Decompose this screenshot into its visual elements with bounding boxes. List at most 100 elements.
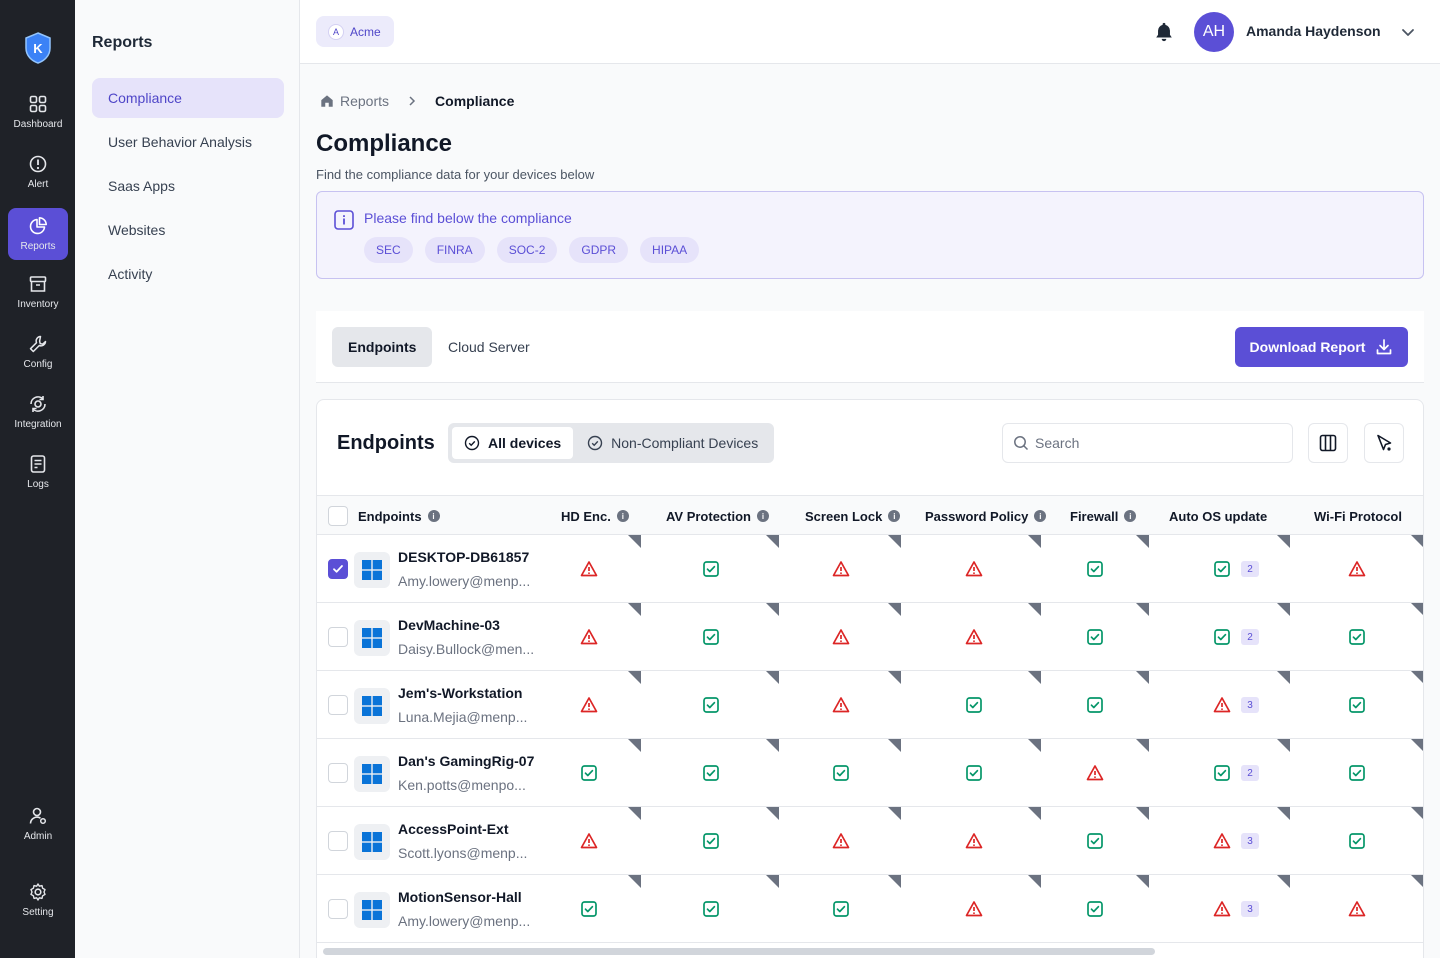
status-cell[interactable] (651, 603, 771, 671)
status-cell[interactable] (1297, 671, 1417, 739)
status-cell[interactable] (781, 671, 901, 739)
status-cell[interactable] (781, 807, 901, 875)
row-checkbox[interactable] (328, 899, 348, 919)
columns-button[interactable] (1308, 423, 1348, 463)
info-icon[interactable]: i (427, 510, 440, 522)
status-cell[interactable] (1035, 739, 1155, 807)
user-name[interactable]: Amanda Haydenson (1246, 23, 1381, 39)
status-cell[interactable] (651, 807, 771, 875)
info-icon[interactable]: i (888, 510, 901, 522)
row-checkbox[interactable] (328, 559, 348, 579)
status-cell[interactable] (651, 739, 771, 807)
nav-reports[interactable]: Reports (8, 208, 68, 260)
status-cell[interactable] (651, 875, 771, 943)
avatar[interactable]: AH (1194, 12, 1234, 52)
column-header[interactable]: AV Protection i (666, 496, 769, 536)
nav-admin[interactable]: Admin (8, 798, 68, 850)
status-cell[interactable] (914, 603, 1034, 671)
nav-inventory[interactable]: Inventory (8, 266, 68, 318)
status-cell[interactable] (651, 535, 771, 603)
nav-alert[interactable]: Alert (8, 146, 68, 198)
export-button[interactable] (1364, 423, 1404, 463)
status-cell[interactable] (781, 875, 901, 943)
status-cell[interactable] (529, 807, 649, 875)
device-name[interactable]: AccessPoint-Ext (398, 821, 509, 837)
device-name[interactable]: DESKTOP-DB61857 (398, 549, 530, 565)
download-report-button[interactable]: Download Report (1235, 327, 1408, 367)
status-cell[interactable] (1035, 671, 1155, 739)
status-cell[interactable] (1297, 535, 1417, 603)
tab-endpoints[interactable]: Endpoints (332, 327, 433, 367)
column-header[interactable]: Endpoints i (358, 496, 440, 536)
device-name[interactable]: Dan's GamingRig-07 (398, 753, 535, 769)
breadcrumb-reports[interactable]: Reports (340, 93, 390, 109)
status-cell[interactable] (1297, 739, 1417, 807)
status-cell[interactable]: 3 (1176, 807, 1296, 875)
status-cell[interactable] (1297, 603, 1417, 671)
status-cell[interactable] (1035, 603, 1155, 671)
bell-icon[interactable] (1153, 20, 1175, 44)
status-cell[interactable] (529, 671, 649, 739)
row-checkbox[interactable] (328, 831, 348, 851)
column-header[interactable]: Wi-Fi Protocol (1314, 496, 1402, 536)
nav-setting[interactable]: Setting (8, 874, 68, 926)
status-cell[interactable] (651, 671, 771, 739)
status-cell[interactable] (529, 875, 649, 943)
horizontal-scrollbar[interactable] (323, 948, 1155, 955)
status-cell[interactable] (1035, 875, 1155, 943)
status-cell[interactable]: 3 (1176, 671, 1296, 739)
status-cell[interactable] (529, 603, 649, 671)
status-cell[interactable] (529, 739, 649, 807)
sidebar-item-saas-apps[interactable]: Saas Apps (108, 178, 175, 194)
status-cell[interactable] (1297, 875, 1417, 943)
row-checkbox[interactable] (328, 627, 348, 647)
filter-non-compliant[interactable]: Non-Compliant Devices (575, 427, 770, 459)
column-header[interactable]: Firewall i (1070, 496, 1137, 536)
select-all-checkbox[interactable] (328, 506, 348, 526)
device-name[interactable]: DevMachine-03 (398, 617, 500, 633)
nav-integration[interactable]: Integration (8, 386, 68, 438)
column-header[interactable]: Screen Lock i (805, 496, 901, 536)
status-cell[interactable] (1035, 807, 1155, 875)
status-cell[interactable]: 3 (1176, 875, 1296, 943)
tab-cloud-server[interactable]: Cloud Server (448, 339, 530, 355)
status-cell[interactable]: 2 (1176, 603, 1296, 671)
info-icon[interactable]: i (1124, 510, 1137, 522)
status-cell[interactable] (914, 807, 1034, 875)
status-cell[interactable] (914, 671, 1034, 739)
device-name[interactable]: Jem's-Workstation (398, 685, 523, 701)
status-cell[interactable] (781, 535, 901, 603)
table-row[interactable]: DESKTOP-DB61857 Amy.lowery@menp... 2 (317, 535, 1423, 603)
table-row[interactable]: Jem's-Workstation Luna.Mejia@menp... 3 (317, 671, 1423, 739)
org-switcher[interactable]: A Acme (316, 16, 394, 47)
status-cell[interactable] (781, 603, 901, 671)
status-cell[interactable] (914, 739, 1034, 807)
sidebar-item-websites[interactable]: Websites (108, 222, 166, 238)
table-row[interactable]: MotionSensor-Hall Amy.lowery@menp... 3 (317, 875, 1423, 943)
status-cell[interactable] (781, 739, 901, 807)
filter-all-devices[interactable]: All devices (452, 427, 574, 459)
nav-config[interactable]: Config (8, 326, 68, 378)
row-checkbox[interactable] (328, 763, 348, 783)
status-cell[interactable] (1035, 535, 1155, 603)
sidebar-item-user-behavior-analysis[interactable]: User Behavior Analysis (108, 134, 252, 150)
status-cell[interactable]: 2 (1176, 739, 1296, 807)
table-row[interactable]: DevMachine-03 Daisy.Bullock@men... 2 (317, 603, 1423, 671)
chevron-down-icon[interactable] (1400, 24, 1416, 40)
info-icon[interactable]: i (757, 510, 769, 522)
table-row[interactable]: Dan's GamingRig-07 Ken.potts@menpo... 2 (317, 739, 1423, 807)
status-cell[interactable]: 2 (1176, 535, 1296, 603)
status-cell[interactable] (914, 535, 1034, 603)
search-input[interactable] (1035, 435, 1275, 451)
device-name[interactable]: MotionSensor-Hall (398, 889, 522, 905)
info-icon[interactable]: i (1034, 510, 1047, 522)
sidebar-item-compliance[interactable]: Compliance (92, 78, 284, 118)
row-checkbox[interactable] (328, 695, 348, 715)
column-header[interactable]: Auto OS update (1169, 496, 1267, 536)
nav-dashboard[interactable]: Dashboard (8, 86, 68, 138)
status-cell[interactable] (914, 875, 1034, 943)
nav-logs[interactable]: Logs (8, 446, 68, 498)
info-icon[interactable]: i (616, 510, 629, 522)
table-row[interactable]: AccessPoint-Ext Scott.lyons@menp... 3 (317, 807, 1423, 875)
column-header[interactable]: HD Enc. i (561, 496, 629, 536)
